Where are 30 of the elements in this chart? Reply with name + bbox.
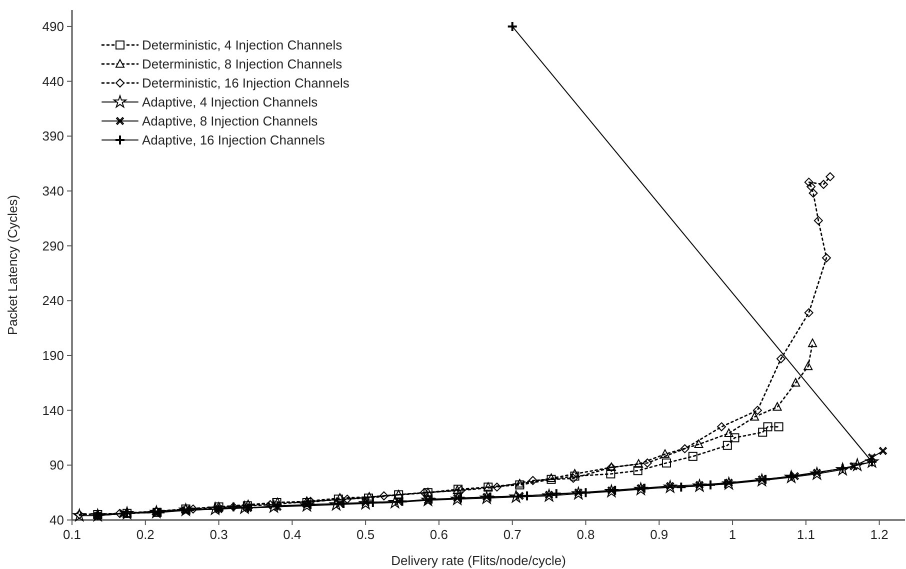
y-tick-label: 290 [42, 238, 64, 254]
y-tick-label: 340 [42, 184, 64, 199]
x-tick-label: 0.7 [503, 527, 522, 542]
y-tick-label: 440 [42, 74, 64, 89]
x-tick-label: 0.9 [650, 527, 668, 542]
legend-label: Adaptive, 4 Injection Channels [142, 94, 318, 110]
legend-label: Deterministic, 16 Injection Channels [142, 76, 350, 91]
x-tick-label: 0.1 [62, 527, 82, 542]
y-tick-label: 190 [42, 348, 64, 364]
x-tick-label: 0.2 [136, 527, 154, 542]
y-axis-title: Packet Latency (Cycles) [5, 194, 20, 336]
y-tick-label: 240 [42, 293, 64, 308]
y-tick-label: 490 [42, 19, 64, 34]
y-tick-label: 90 [50, 458, 64, 473]
x-tick-label: 0.8 [576, 527, 595, 542]
y-tick-label: 390 [42, 128, 64, 144]
x-tick-label: 0.3 [210, 527, 228, 542]
x-tick-label: 1.1 [796, 527, 815, 542]
legend-label: Adaptive, 16 Injection Channels [142, 132, 326, 148]
y-tick-label: 140 [42, 402, 64, 418]
x-tick-label: 1.2 [870, 527, 888, 542]
x-axis-title: Delivery rate (Flits/node/cycle) [391, 553, 566, 568]
x-tick-label: 0.4 [283, 527, 302, 542]
y-tick-label: 40 [50, 512, 64, 528]
legend-label: Adaptive, 8 Injection Channels [142, 114, 318, 129]
legend-label: Deterministic, 4 Injection Channels [142, 38, 343, 53]
legend-label: Deterministic, 8 Injection Channels [142, 56, 343, 72]
x-tick-label: 0.6 [430, 527, 448, 542]
x-tick-label: 0.5 [356, 527, 375, 542]
x-tick-label: 1 [728, 527, 736, 542]
